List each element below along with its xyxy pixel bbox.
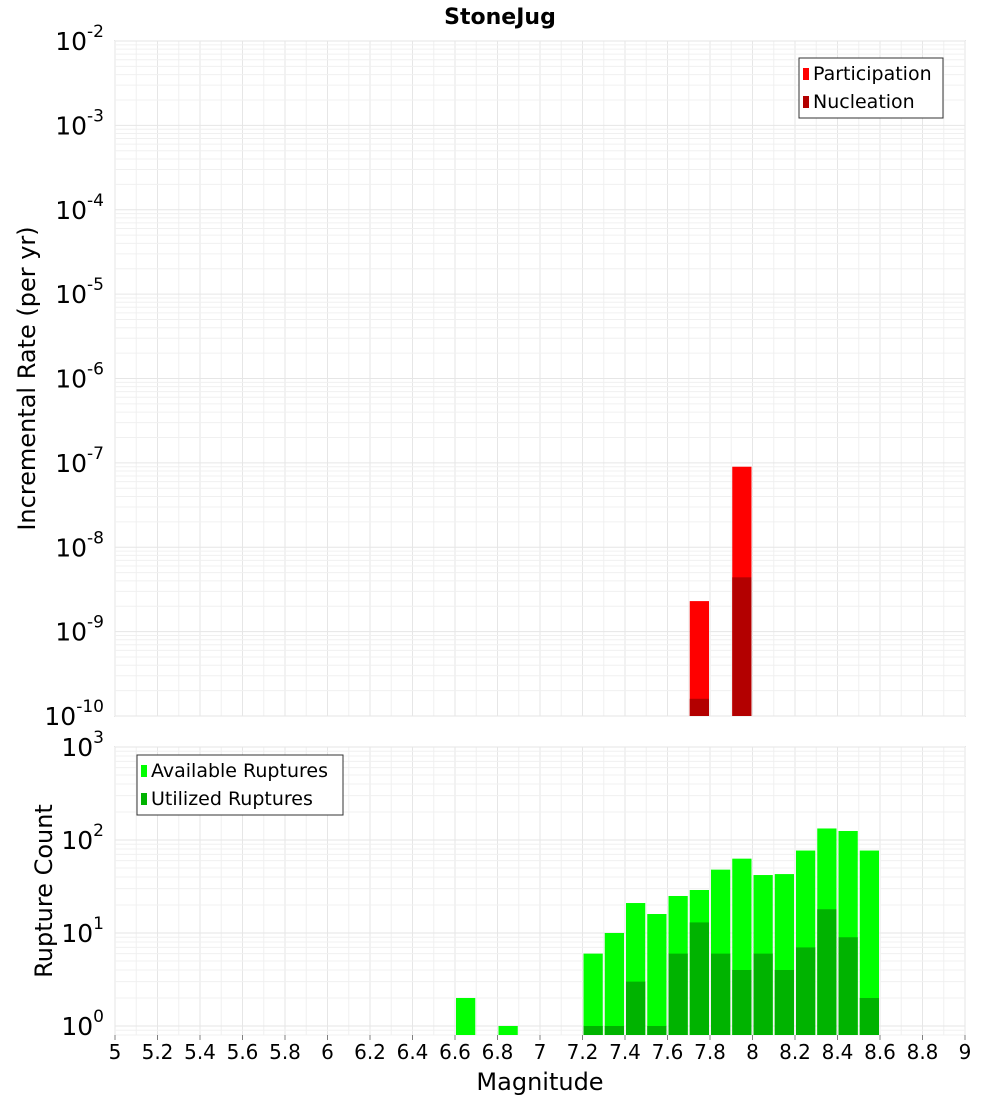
x-tick-label-19: 8.8 [907, 1040, 939, 1064]
bar-count-s1-12 [839, 937, 858, 1035]
bar-count-s1-8 [754, 954, 773, 1035]
bar-count-s1-3 [647, 1026, 666, 1035]
bar-count-s1-5 [690, 922, 709, 1035]
x-tick-label-4: 5.8 [269, 1040, 301, 1064]
y-tick-label-rate-8: 10-2 [55, 22, 104, 56]
x-tick-label-13: 7.6 [652, 1040, 684, 1064]
x-tick-label-0: 5 [109, 1040, 122, 1064]
legend-swatch-count-1 [141, 793, 147, 805]
y-tick-label-rate-1: 10-9 [55, 613, 104, 647]
x-axis-ticks: 5 5.2 5.4 5.6 5.8 6 6.2 6.4 6.6 6.8 7 7.2 7.4 7.6 7.8 8… [109, 1035, 972, 1064]
x-tick-label-1: 5.2 [142, 1040, 174, 1064]
bar-count-s0-2 [584, 954, 603, 1035]
x-tick-label-5: 6 [321, 1040, 334, 1064]
y-tick-label-rate-2: 10-8 [55, 528, 104, 562]
bar-rate-s1-1 [732, 577, 751, 716]
x-tick-label-17: 8.4 [822, 1040, 854, 1064]
legend-swatch-rate-0 [803, 68, 809, 80]
bar-count-s1-10 [796, 947, 815, 1035]
x-tick-label-16: 8.2 [779, 1040, 811, 1064]
rate-legend: Participation Nucleation [799, 58, 943, 118]
legend-entry-count-0: Available Ruptures [151, 760, 328, 782]
legend-swatch-rate-1 [803, 96, 809, 108]
chart-title: StoneJug [444, 5, 556, 30]
y-tick-label-count-2: 102 [61, 821, 104, 855]
bar-count-s0-0 [456, 998, 475, 1035]
bar-count-s0-3 [605, 933, 624, 1035]
y-tick-label-rate-7: 10-3 [55, 106, 104, 140]
legend-entry-count-1: Utilized Ruptures [151, 788, 313, 810]
y-tick-label-rate-5: 10-5 [55, 275, 104, 309]
bar-rate-s0-0 [690, 601, 709, 716]
x-tick-label-14: 7.8 [694, 1040, 726, 1064]
bar-count-s1-6 [711, 954, 730, 1035]
rate-panel: 10-10 10-9 10-8 10-7 10-6 10-5 10-4 10-3 10-2 In… [13, 22, 965, 731]
bar-count-s1-13 [860, 998, 879, 1035]
y-tick-label-rate-6: 10-4 [55, 191, 104, 225]
x-tick-label-8: 6.6 [439, 1040, 471, 1064]
x-tick-label-11: 7.2 [567, 1040, 599, 1064]
x-tick-label-7: 6.4 [397, 1040, 429, 1064]
x-tick-label-3: 5.6 [227, 1040, 259, 1064]
x-tick-label-12: 7.4 [609, 1040, 641, 1064]
y-tick-label-count-3: 103 [61, 728, 104, 762]
y-tick-label-rate-3: 10-7 [55, 444, 104, 478]
rate-grid [115, 41, 965, 716]
bar-count-s1-11 [817, 909, 836, 1035]
x-tick-label-20: 9 [959, 1040, 972, 1064]
y-tick-label-count-1: 101 [61, 914, 104, 948]
count-y-ticks: 100 101 102 103 [61, 728, 104, 1041]
y-tick-label-rate-0: 10-10 [44, 697, 104, 731]
bar-count-s1-0 [584, 1026, 603, 1035]
bar-count-s0-1 [499, 1026, 518, 1035]
x-tick-label-6: 6.2 [354, 1040, 386, 1064]
bar-count-s1-1 [605, 1026, 624, 1035]
count-legend: Available Ruptures Utilized Ruptures [137, 755, 343, 815]
x-tick-label-2: 5.4 [184, 1040, 216, 1064]
y-tick-label-count-0: 100 [61, 1007, 104, 1041]
x-tick-label-9: 6.8 [482, 1040, 514, 1064]
rate-y-axis-label: Incremental Rate (per yr) [13, 226, 41, 530]
bar-rate-s1-0 [690, 699, 709, 716]
bar-count-s0-5 [647, 914, 666, 1035]
count-y-axis-label: Rupture Count [30, 804, 58, 978]
legend-entry-rate-1: Nucleation [813, 91, 915, 113]
bar-count-s1-2 [626, 982, 645, 1035]
legend-swatch-count-0 [141, 765, 147, 777]
x-tick-label-10: 7 [534, 1040, 547, 1064]
bar-count-s1-4 [669, 954, 688, 1035]
bar-count-s1-9 [775, 970, 794, 1035]
x-tick-label-18: 8.6 [864, 1040, 896, 1064]
count-panel: 100 101 102 103 Rupture Count Available Rup… [30, 728, 965, 1041]
bar-count-s1-7 [732, 970, 751, 1035]
x-axis-label: Magnitude [476, 1068, 603, 1096]
rate-y-ticks: 10-10 10-9 10-8 10-7 10-6 10-5 10-4 10-3 10-2 [44, 22, 104, 731]
y-tick-label-rate-4: 10-6 [55, 360, 104, 394]
legend-entry-rate-0: Participation [813, 63, 932, 85]
x-tick-label-15: 8 [746, 1040, 759, 1064]
